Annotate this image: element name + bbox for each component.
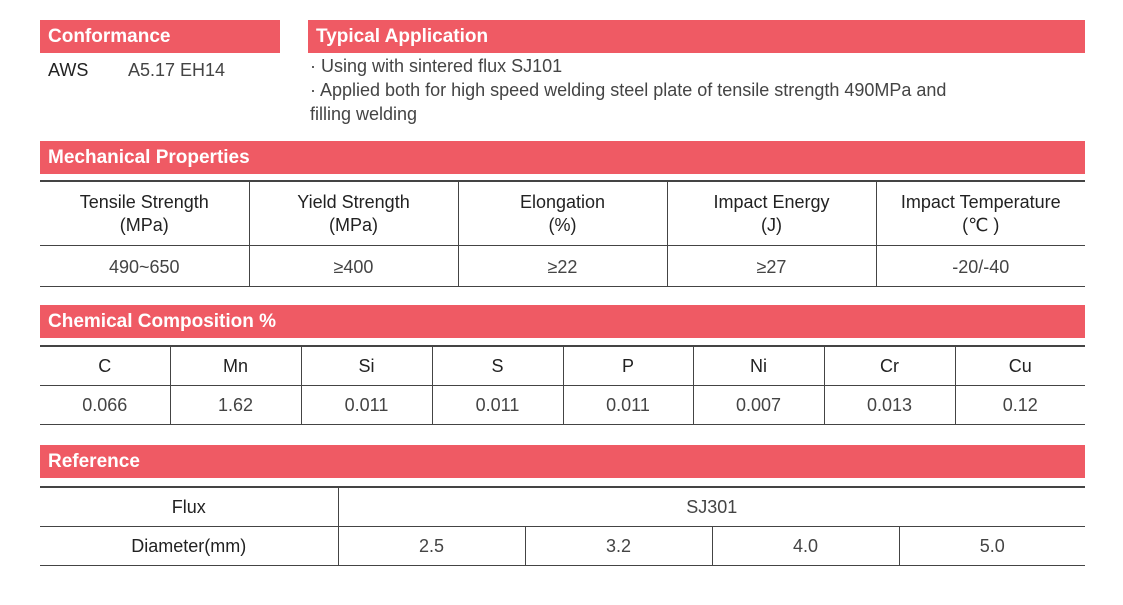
- cc-element-mn: Mn: [169, 345, 302, 386]
- ref-diameter-2: 3.2: [524, 526, 713, 566]
- typical-application-header: Typical Application: [308, 20, 1085, 53]
- ref-diameter-label: Diameter(mm): [40, 526, 339, 566]
- mp-header-yield-unit: (MPa): [329, 214, 378, 235]
- mp-header-elongation-name: Elongation: [519, 191, 606, 212]
- ref-diameter-3: 4.0: [711, 526, 900, 566]
- mp-header-yield: Yield Strength (MPa): [248, 180, 459, 246]
- cc-element-s: S: [431, 345, 564, 386]
- cc-value-p: 0.011: [562, 385, 694, 425]
- conformance-header: Conformance: [40, 20, 280, 53]
- application-item-1: · Using with sintered flux SJ101: [310, 56, 563, 76]
- reference-table: Flux SJ301 Diameter(mm) 2.5 3.2 4.0 5.0: [40, 486, 1086, 566]
- mp-header-elongation-unit: (%): [548, 214, 577, 235]
- reference-header: Reference: [40, 445, 1085, 478]
- cc-value-c: 0.066: [40, 385, 171, 425]
- ref-diameter-1: 2.5: [337, 526, 526, 566]
- mp-value-impact-energy: ≥27: [666, 245, 877, 287]
- application-item-3: filling welding: [310, 104, 418, 124]
- cc-value-si: 0.011: [300, 385, 433, 425]
- mp-value-impact-temperature: -20/-40: [875, 245, 1085, 287]
- mp-header-impact-energy-unit: (J): [761, 214, 782, 235]
- mechanical-properties-header: Mechanical Properties: [40, 141, 1085, 174]
- mp-value-elongation: ≥22: [457, 245, 668, 287]
- ref-flux-value: SJ301: [337, 486, 1086, 527]
- mp-header-yield-name: Yield Strength: [297, 191, 410, 212]
- cc-element-cu: Cu: [954, 345, 1085, 386]
- conformance-standard-label: AWS: [48, 60, 89, 80]
- cc-value-mn: 1.62: [169, 385, 302, 425]
- mp-header-impact-temperature: Impact Temperature (℃ ): [875, 180, 1085, 246]
- cc-element-p: P: [562, 345, 694, 386]
- mp-header-tensile-unit: (MPa): [119, 214, 169, 235]
- chemical-composition-table: C Mn Si S P Ni Cr Cu 0.066 1.62 0.011 0.…: [40, 345, 1085, 425]
- cc-value-ni: 0.007: [692, 385, 825, 425]
- mp-value-tensile: 490~650: [40, 245, 250, 287]
- application-item-2: · Applied both for high speed welding st…: [310, 80, 947, 100]
- mp-header-impact-temperature-unit: (℃ ): [962, 214, 1000, 235]
- cc-element-c: C: [40, 345, 171, 386]
- mp-header-tensile: Tensile Strength (MPa): [40, 180, 250, 246]
- chemical-composition-header: Chemical Composition %: [40, 305, 1085, 338]
- mechanical-properties-table: Tensile Strength (MPa) Yield Strength (M…: [40, 180, 1085, 287]
- mp-header-impact-energy: Impact Energy (J): [666, 180, 877, 246]
- mp-header-elongation: Elongation (%): [457, 180, 668, 246]
- mp-value-yield: ≥400: [248, 245, 459, 287]
- conformance-standard-value: A5.17 EH14: [128, 60, 226, 80]
- cc-element-ni: Ni: [692, 345, 825, 386]
- ref-diameter-4: 5.0: [898, 526, 1086, 566]
- cc-value-s: 0.011: [431, 385, 564, 425]
- ref-flux-label: Flux: [40, 486, 339, 527]
- cc-value-cr: 0.013: [823, 385, 956, 425]
- mp-header-impact-temperature-name: Impact Temperature: [900, 191, 1061, 212]
- cc-value-cu: 0.12: [954, 385, 1085, 425]
- mp-header-impact-energy-name: Impact Energy: [713, 191, 830, 212]
- cc-element-cr: Cr: [823, 345, 956, 386]
- mp-header-tensile-name: Tensile Strength: [79, 191, 209, 212]
- cc-element-si: Si: [300, 345, 433, 386]
